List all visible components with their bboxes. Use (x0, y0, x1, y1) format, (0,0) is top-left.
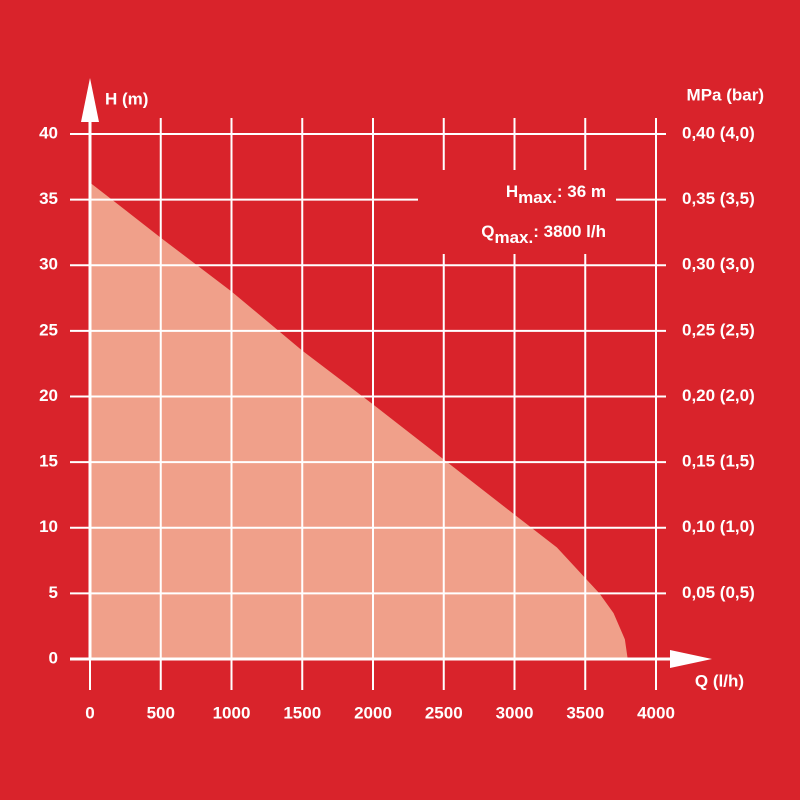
x-tick-label: 0 (85, 703, 94, 722)
y-tick-label: 30 (39, 255, 58, 274)
y-tick-label: 40 (39, 123, 58, 142)
y-tick-label: 20 (39, 386, 58, 405)
annotation-main: H (506, 182, 518, 201)
y-tick-label: 25 (39, 320, 58, 339)
y2-tick-label: 0,30 (3,0) (682, 255, 755, 274)
x-tick-label: 1000 (213, 703, 251, 722)
y-tick-label: 10 (39, 517, 58, 536)
y-axis-arrow (81, 78, 99, 122)
y-tick-label: 35 (39, 189, 58, 208)
annotation-sub: max. (494, 228, 533, 247)
y2-tick-label: 0,25 (2,5) (682, 320, 755, 339)
x-tick-label: 3500 (566, 703, 604, 722)
annotation-box (418, 170, 616, 254)
x-tick-label: 500 (147, 703, 175, 722)
annotation-main: Q (481, 222, 494, 241)
annotation-rest: : 3800 l/h (533, 222, 606, 241)
y-tick-label: 0 (49, 648, 58, 667)
y2-tick-label: 0,35 (3,5) (682, 189, 755, 208)
y2-tick-label: 0,05 (0,5) (682, 583, 755, 602)
y-tick-label: 15 (39, 452, 58, 471)
annotation-sub: max. (518, 188, 557, 207)
y2-tick-label: 0,40 (4,0) (682, 123, 755, 142)
y-axis-label: H (m) (105, 89, 148, 108)
area (90, 182, 628, 659)
annotation-rest: : 36 m (557, 182, 606, 201)
y-tick-label: 5 (49, 583, 58, 602)
annotation: Hmax.: 36 m (506, 182, 606, 207)
x-axis-arrow (670, 650, 712, 668)
x-tick-label: 1500 (283, 703, 321, 722)
y2-axis-label: MPa (bar) (687, 85, 764, 104)
y2-tick-label: 0,15 (1,5) (682, 452, 755, 471)
annotation: Qmax.: 3800 l/h (481, 222, 606, 247)
y2-tick-label: 0,20 (2,0) (682, 386, 755, 405)
x-tick-label: 2000 (354, 703, 392, 722)
x-tick-label: 4000 (637, 703, 675, 722)
x-tick-label: 3000 (496, 703, 534, 722)
x-axis-label: Q (l/h) (695, 671, 744, 690)
y2-tick-label: 0,10 (1,0) (682, 517, 755, 536)
x-tick-label: 2500 (425, 703, 463, 722)
